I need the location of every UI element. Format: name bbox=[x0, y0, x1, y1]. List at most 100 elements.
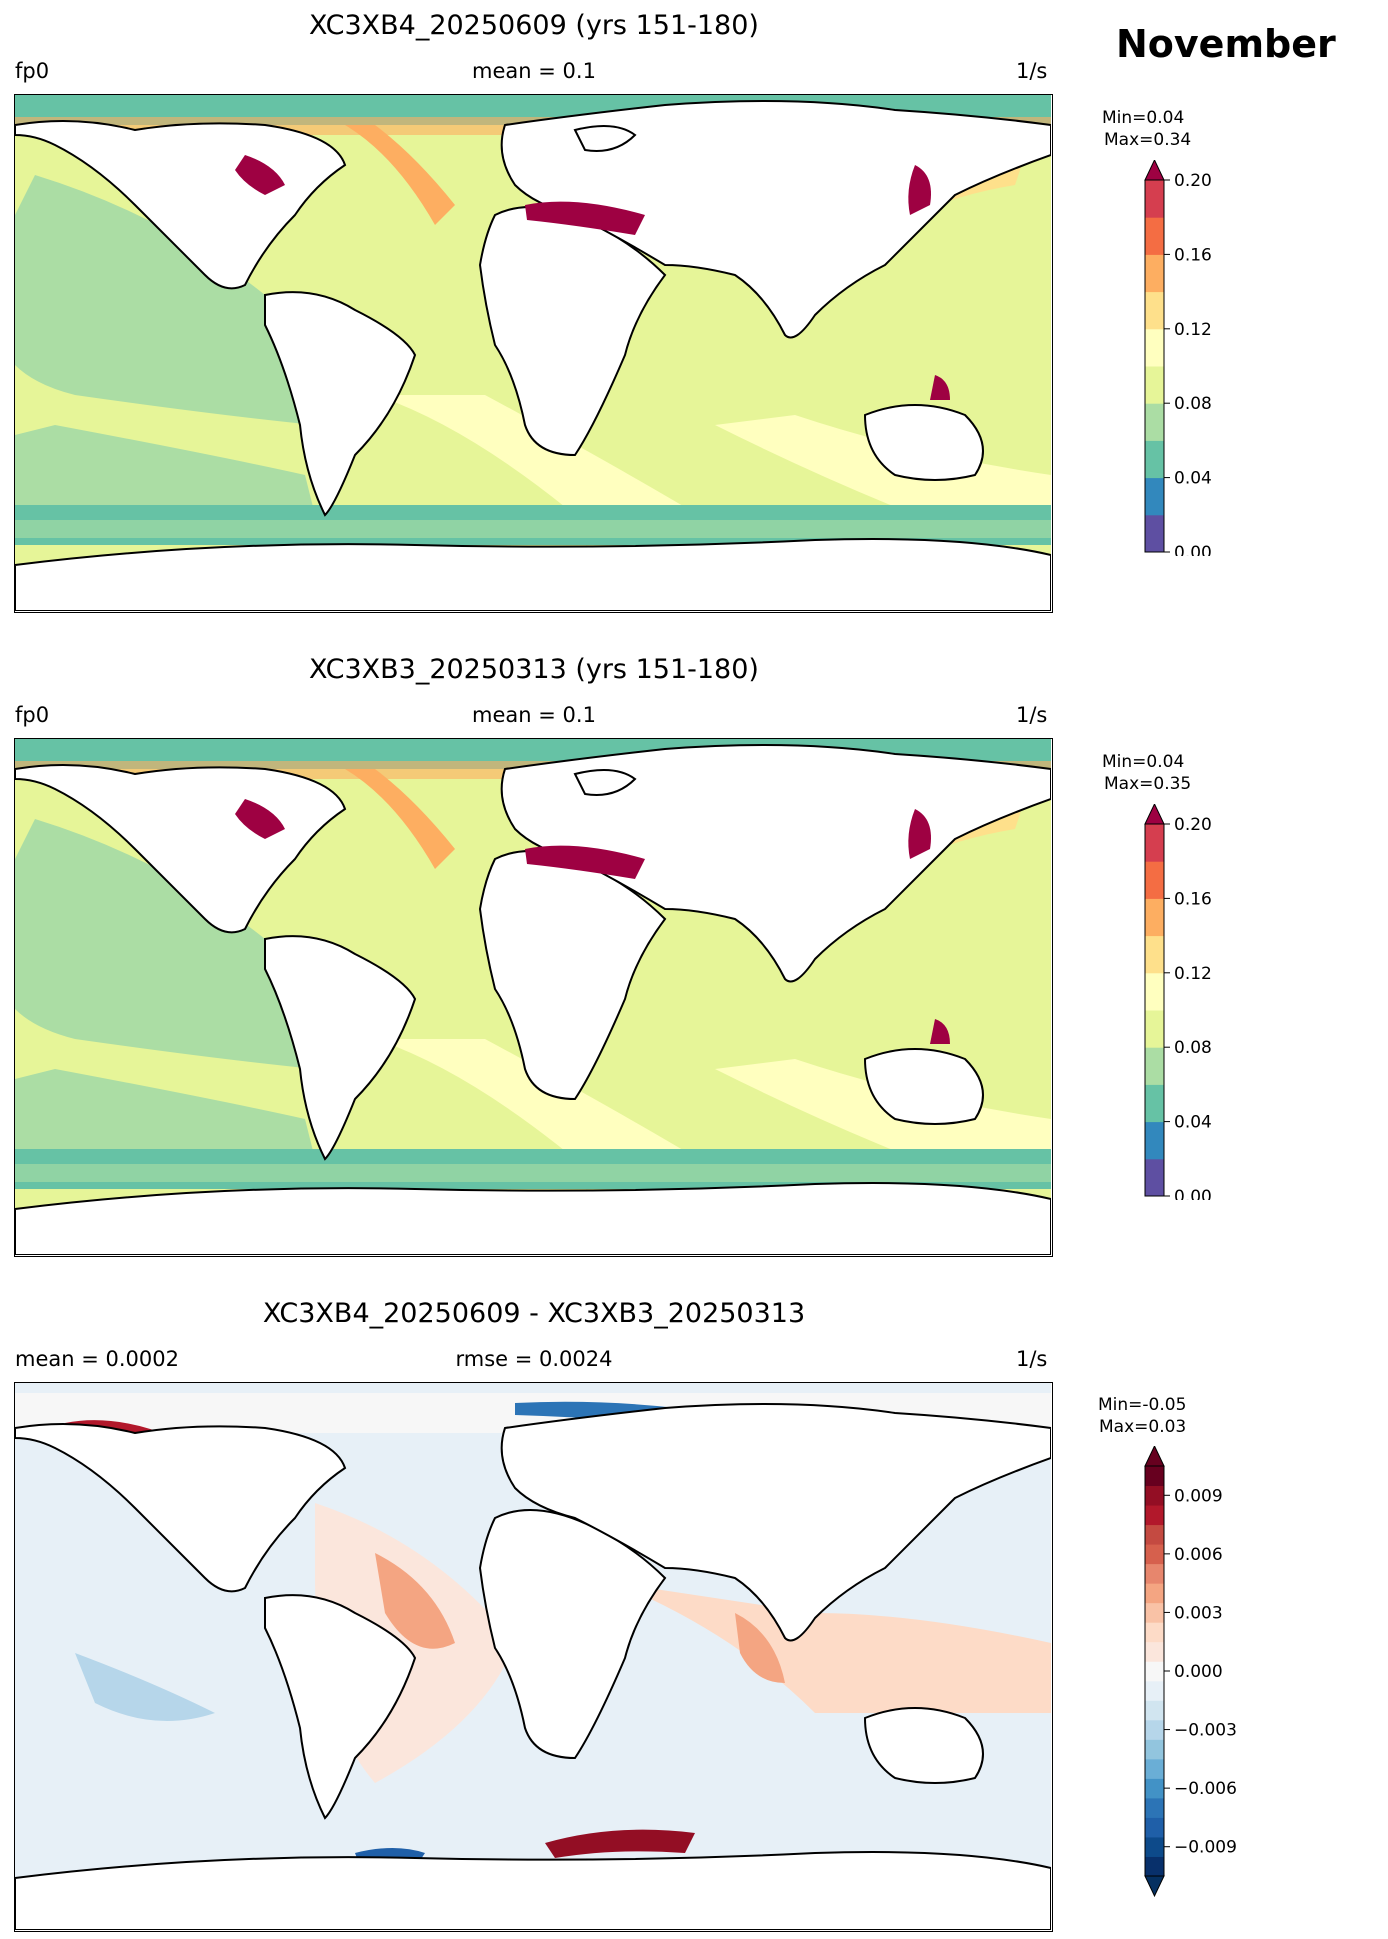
pacific-low-zone bbox=[15, 175, 315, 425]
map-frame bbox=[14, 738, 1053, 1257]
north-atlantic-coastal bbox=[345, 125, 455, 225]
south-america bbox=[264, 935, 417, 1161]
colorbar-svg: −0.009 −0.006 −0.003 0.000 0.003 0.006 0.009 bbox=[1144, 1444, 1237, 1898]
colorbar-segment bbox=[1145, 1856, 1164, 1877]
colorbar-segment bbox=[1145, 180, 1164, 218]
colorbar-segment bbox=[1145, 1817, 1164, 1838]
colorbar-segment bbox=[1145, 1758, 1164, 1779]
panel-left-label: mean = 0.0002 bbox=[15, 1347, 179, 1371]
colorbar-tick-label: 0.04 bbox=[1174, 1113, 1212, 1133]
colorbar-extend-min bbox=[1144, 1875, 1165, 1898]
antarctica bbox=[15, 1182, 1051, 1255]
min-label: Min=0.04 bbox=[1102, 108, 1185, 128]
colorbar-tick-label: 0.08 bbox=[1174, 394, 1212, 414]
colorbar-segment bbox=[1145, 1505, 1164, 1526]
panel-center-label: rmse = 0.0024 bbox=[455, 1347, 613, 1371]
greenland-scandinavia bbox=[573, 769, 637, 796]
colorbar-segment bbox=[1145, 861, 1164, 899]
panel-left-label: fp0 bbox=[15, 59, 50, 83]
min-label: Min=-0.05 bbox=[1098, 1395, 1187, 1415]
colorbar-segment bbox=[1145, 1121, 1164, 1160]
colorbar-tick-label: 0.000 bbox=[1174, 1662, 1223, 1682]
colorbar-segment bbox=[1145, 1047, 1164, 1085]
colorbar-segment bbox=[1145, 1602, 1164, 1623]
indonesia-hotspot bbox=[930, 375, 950, 400]
colorbar-segment bbox=[1145, 1700, 1164, 1721]
australia bbox=[863, 404, 984, 481]
indonesia-hotspot bbox=[930, 1019, 950, 1044]
panel-units-label: 1/s bbox=[1016, 1347, 1048, 1371]
southern-ocean-mid bbox=[15, 1164, 1051, 1182]
colorbar-extend-max bbox=[1144, 802, 1165, 825]
colorbar-segment bbox=[1145, 1563, 1164, 1584]
southern-ocean-mid bbox=[15, 520, 1051, 538]
panel-units-label: 1/s bbox=[1016, 703, 1048, 727]
max-label: Max=0.34 bbox=[1104, 130, 1192, 150]
antarctica bbox=[15, 1851, 1051, 1930]
panel-title: XC3XB4_20250609 - XC3XB3_20250313 bbox=[262, 1298, 806, 1329]
japan-sea-hotspot bbox=[908, 809, 931, 859]
colorbar-tick-label: 0.16 bbox=[1174, 889, 1212, 909]
colorbar-tick-label: 0.009 bbox=[1174, 1486, 1223, 1506]
colorbar-segment bbox=[1145, 254, 1164, 293]
colorbar-outline bbox=[1144, 179, 1165, 553]
colorbar-segment bbox=[1145, 1680, 1164, 1701]
pacific-cool-zone bbox=[75, 1653, 215, 1721]
colorbar-segment bbox=[1145, 440, 1164, 479]
world-map bbox=[15, 1383, 1051, 1930]
pacific-low-zone bbox=[15, 819, 315, 1069]
colorbar-outline bbox=[1144, 823, 1165, 1197]
colorbar-segment bbox=[1145, 1084, 1164, 1123]
colorbar-segment bbox=[1145, 824, 1164, 862]
greenland-scandinavia bbox=[573, 125, 637, 152]
north-atlantic-coastal bbox=[345, 769, 455, 869]
colorbar-segment bbox=[1145, 514, 1164, 553]
colorbar-tick-label: 0.20 bbox=[1174, 815, 1212, 835]
colorbar-segment bbox=[1145, 403, 1164, 441]
map-frame bbox=[14, 1382, 1053, 1932]
colorbar-tick-label: −0.009 bbox=[1174, 1838, 1237, 1858]
south-america bbox=[264, 291, 417, 517]
colorbar: −0.009 −0.006 −0.003 0.000 0.003 0.006 0.009 bbox=[1144, 1444, 1284, 1904]
colorbar-tick-label: 0.00 bbox=[1174, 1187, 1212, 1200]
colorbar-segment bbox=[1145, 328, 1164, 367]
world-map bbox=[15, 95, 1051, 611]
colorbar-tick-label: 0.12 bbox=[1174, 964, 1212, 984]
tropical-atlantic-anomaly bbox=[375, 1553, 455, 1649]
colorbar-segment bbox=[1145, 1622, 1164, 1643]
colorbar-segment bbox=[1145, 291, 1164, 330]
colorbar-segment bbox=[1145, 1719, 1164, 1740]
world-map bbox=[15, 739, 1051, 1255]
panel-left-label: fp0 bbox=[15, 703, 50, 727]
colorbar-segment bbox=[1145, 1158, 1164, 1197]
south-atlantic-zone bbox=[375, 395, 715, 525]
colorbar-tick-label: 0.04 bbox=[1174, 469, 1212, 489]
colorbar-tick-label: 0.00 bbox=[1174, 543, 1212, 556]
colorbar-tick-label: 0.08 bbox=[1174, 1038, 1212, 1058]
mediterranean-hotspot bbox=[525, 201, 645, 235]
panel-center-label: mean = 0.1 bbox=[472, 59, 596, 83]
colorbar-svg: 0.00 0.04 0.08 0.12 0.16 0.20 bbox=[1144, 802, 1212, 1207]
colorbar-extend-max bbox=[1144, 1444, 1165, 1467]
australia bbox=[863, 1048, 984, 1125]
colorbar-segment bbox=[1145, 1641, 1164, 1662]
south-america bbox=[264, 1594, 417, 1820]
colorbar-tick-label: 0.12 bbox=[1174, 320, 1212, 340]
land-masses bbox=[15, 1403, 1051, 1930]
land-masses bbox=[15, 100, 1051, 611]
colorbar-tick-label: −0.006 bbox=[1174, 1779, 1237, 1799]
arabian-sea-anomaly bbox=[735, 1613, 785, 1683]
colorbar: 0.00 0.04 0.08 0.12 0.16 0.20 bbox=[1144, 802, 1284, 1207]
panel-units-label: 1/s bbox=[1016, 59, 1048, 83]
hudson-bay-hotspot bbox=[235, 155, 285, 195]
colorbar-segment bbox=[1145, 898, 1164, 937]
mediterranean-hotspot bbox=[525, 845, 645, 879]
colorbar-segment bbox=[1145, 1524, 1164, 1545]
colorbar-extend-max bbox=[1144, 158, 1165, 181]
panel-title: XC3XB3_20250313 (yrs 151-180) bbox=[309, 654, 759, 685]
colorbar-segment bbox=[1145, 1466, 1164, 1487]
colorbar-segment bbox=[1145, 1778, 1164, 1799]
south-pacific-zone bbox=[15, 1069, 315, 1159]
max-label: Max=0.35 bbox=[1104, 774, 1192, 794]
colorbar-segment bbox=[1145, 1010, 1164, 1048]
